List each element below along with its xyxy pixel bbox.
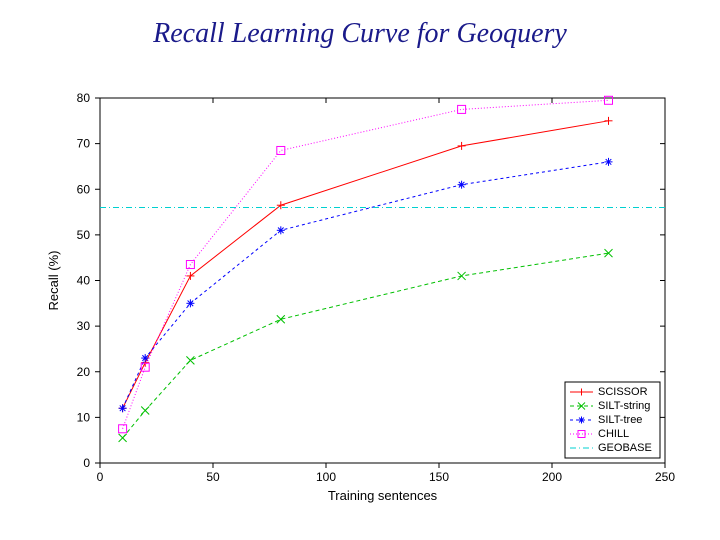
svg-text:Recall (%): Recall (%) (46, 251, 61, 311)
svg-text:10: 10 (77, 410, 91, 424)
svg-text:80: 80 (77, 91, 91, 105)
svg-text:SILT-tree: SILT-tree (598, 414, 642, 426)
svg-text:Training sentences: Training sentences (328, 488, 438, 503)
svg-text:50: 50 (77, 228, 91, 242)
svg-text:SCISSOR: SCISSOR (598, 386, 648, 398)
svg-text:CHILL: CHILL (598, 428, 629, 440)
svg-text:150: 150 (429, 470, 449, 484)
chart-svg: 0 50 100 150 200 250 0 10 20 30 40 50 60 70 80 Training… (40, 88, 680, 508)
svg-text:0: 0 (83, 456, 90, 470)
svg-text:50: 50 (206, 470, 220, 484)
svg-text:60: 60 (77, 182, 91, 196)
svg-text:100: 100 (316, 470, 336, 484)
svg-text:SILT-string: SILT-string (598, 400, 650, 412)
svg-text:40: 40 (77, 274, 91, 288)
recall-chart: 0 50 100 150 200 250 0 10 20 30 40 50 60 70 80 Training… (40, 88, 680, 508)
svg-text:0: 0 (97, 470, 104, 484)
svg-text:70: 70 (77, 137, 91, 151)
page-title: Recall Learning Curve for Geoquery (0, 18, 720, 50)
svg-text:200: 200 (542, 470, 562, 484)
svg-text:250: 250 (655, 470, 675, 484)
svg-text:GEOBASE: GEOBASE (598, 442, 652, 454)
svg-text:20: 20 (77, 365, 91, 379)
svg-text:30: 30 (77, 319, 91, 333)
